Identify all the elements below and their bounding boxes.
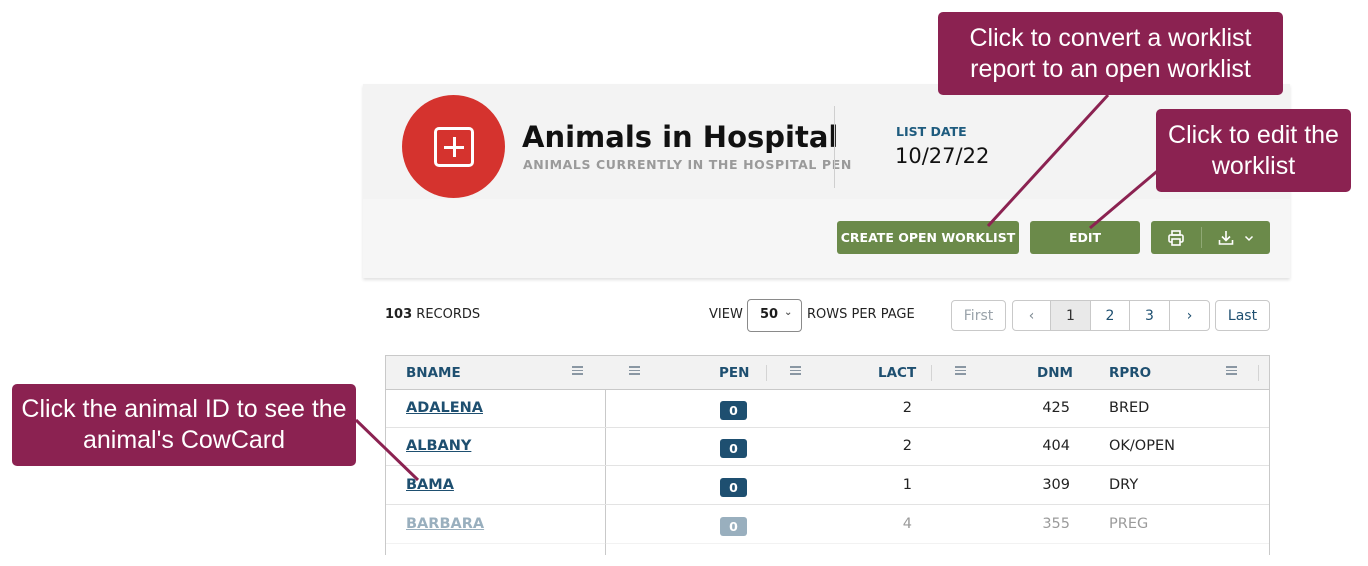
column-header-bname[interactable]: BNAME: [406, 365, 461, 381]
pen-badge: 0: [720, 439, 747, 458]
chevron-down-icon: [1244, 235, 1254, 241]
button-separator: [1201, 227, 1202, 248]
view-label: VIEW: [709, 307, 743, 322]
animal-id-link[interactable]: ADALENA: [406, 400, 483, 416]
records-count: 103 RECORDS: [385, 307, 480, 322]
page-subtitle: ANIMALS CURRENTLY IN THE HOSPITAL PEN: [523, 157, 852, 172]
pen-badge: 0: [720, 478, 747, 497]
rows-per-page-value: 50: [760, 307, 779, 322]
edit-worklist-callout: Click to edit the worklist: [1156, 109, 1351, 192]
lact-value: 2: [902, 400, 912, 416]
plus-square-icon: [434, 127, 474, 167]
animal-id-link[interactable]: BARBARA: [406, 516, 485, 532]
header-divider: [834, 106, 835, 188]
dnm-value: 425: [1042, 400, 1070, 416]
column-separator[interactable]: [766, 365, 767, 381]
first-page-button[interactable]: First: [951, 300, 1006, 331]
animal-id-link[interactable]: BAMA: [406, 477, 454, 493]
create-open-worklist-button[interactable]: CREATE OPEN WORKLIST: [837, 221, 1019, 254]
list-date-label: LIST DATE: [896, 124, 967, 139]
animal-id-link[interactable]: ALBANY: [406, 438, 472, 454]
records-number: 103: [385, 307, 413, 322]
pen-badge: 0: [720, 401, 747, 420]
column-separator[interactable]: [931, 365, 932, 381]
column-header-rpro[interactable]: RPRO: [1109, 365, 1152, 381]
table-header: BNAME PEN LACT DNM RPRO: [386, 356, 1269, 390]
printer-icon: [1168, 229, 1184, 246]
dnm-value: 355: [1042, 516, 1070, 532]
hospital-badge: [402, 95, 505, 198]
column-menu-icon[interactable]: [1226, 366, 1237, 375]
rpro-value: PREG: [1109, 516, 1149, 532]
page-2-button[interactable]: 2: [1090, 300, 1130, 331]
records-label: RECORDS: [416, 307, 481, 322]
column-header-dnm[interactable]: DNM: [1037, 365, 1073, 381]
chevron-down-icon: ⌄: [784, 307, 793, 318]
worklist-header-card: Animals in Hospital ANIMALS CURRENTLY IN…: [363, 84, 1290, 278]
print-button[interactable]: [1151, 221, 1201, 254]
column-separator[interactable]: [1258, 365, 1259, 381]
last-page-button[interactable]: Last: [1215, 300, 1270, 331]
rows-per-page-select[interactable]: 50 ⌄: [747, 299, 802, 332]
column-menu-icon[interactable]: [790, 366, 801, 375]
dnm-value: 404: [1042, 438, 1070, 454]
next-page-button[interactable]: ›: [1169, 300, 1210, 331]
column-menu-icon[interactable]: [572, 366, 583, 375]
table-row: BARBARA 0 4 355 PREG: [386, 506, 1269, 544]
column-menu-icon[interactable]: [955, 366, 966, 375]
pinned-column: [386, 356, 606, 555]
convert-worklist-callout: Click to convert a worklist report to an…: [938, 12, 1283, 95]
pen-badge: 0: [720, 517, 747, 536]
export-button-group: [1151, 221, 1270, 254]
edit-button[interactable]: EDIT: [1030, 221, 1140, 254]
animals-table: BNAME PEN LACT DNM RPRO ADALENA 0 2 425 …: [385, 355, 1270, 555]
column-header-pen[interactable]: PEN: [719, 365, 750, 381]
rpro-value: OK/OPEN: [1109, 438, 1175, 454]
table-row: ADALENA 0 2 425 BRED: [386, 390, 1269, 428]
page-3-button[interactable]: 3: [1129, 300, 1170, 331]
list-date-value: 10/27/22: [895, 144, 990, 168]
worklist-header: Animals in Hospital ANIMALS CURRENTLY IN…: [363, 84, 1290, 199]
column-header-lact[interactable]: LACT: [878, 365, 917, 381]
page-title: Animals in Hospital: [522, 120, 839, 154]
lact-value: 2: [902, 438, 912, 454]
table-row: BAMA 0 1 309 DRY: [386, 467, 1269, 505]
animal-id-callout: Click the animal ID to see the animal's …: [12, 384, 356, 466]
page-1-button[interactable]: 1: [1050, 300, 1091, 331]
table-row: ALBANY 0 2 404 OK/OPEN: [386, 428, 1269, 466]
prev-page-button[interactable]: ‹: [1012, 300, 1051, 331]
rpro-value: DRY: [1109, 477, 1139, 493]
column-menu-icon[interactable]: [629, 366, 640, 375]
download-button[interactable]: [1202, 221, 1270, 254]
download-icon: [1218, 230, 1234, 245]
rpro-value: BRED: [1109, 400, 1150, 416]
rows-per-page-label: ROWS PER PAGE: [807, 307, 915, 322]
dnm-value: 309: [1042, 477, 1070, 493]
lact-value: 1: [902, 477, 912, 493]
lact-value: 4: [902, 516, 912, 532]
